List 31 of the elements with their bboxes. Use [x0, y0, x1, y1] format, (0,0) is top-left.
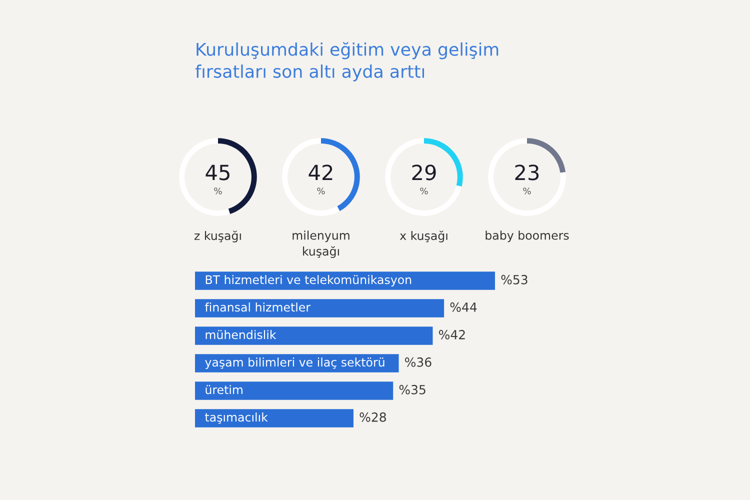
text: 23 %: [515, 164, 539, 194]
data-label: %53: [501, 274, 528, 284]
y-tick-label: taşımacılık: [205, 412, 268, 424]
donut-slice: [282, 138, 340, 216]
data-label: %44: [450, 302, 477, 312]
y-tick-label: mühendislik: [206, 330, 276, 340]
data-label: %35: [399, 384, 426, 394]
data-label: %28: [360, 412, 386, 422]
donut-slice: [488, 138, 566, 216]
text: 29 %: [412, 164, 436, 194]
y-tick-label: üretim: [206, 385, 242, 394]
bar: [195, 409, 354, 428]
text: z kuşağı: [194, 230, 241, 242]
bar: [195, 354, 399, 372]
data-label: %36: [405, 357, 432, 367]
text: milenyum kuşağı: [292, 230, 350, 258]
y-tick-label: finansal hizmetler: [204, 302, 311, 312]
donut-slice: [385, 138, 462, 216]
bar: [195, 299, 444, 318]
bar: [195, 272, 495, 290]
text: 45 %: [206, 164, 230, 194]
donut-slice: [179, 138, 230, 216]
y-tick-label: BT hizmetleri ve telekomünikasyon: [206, 275, 412, 286]
text: Kuruluşumdaki eğitim veya gelişim fırsatları son altı ayda arttı: [195, 42, 498, 82]
text: baby boomers: [486, 230, 569, 242]
text: x kuşağı: [400, 230, 448, 242]
bar: [195, 382, 394, 400]
y-tick-label: yaşam bilimleri ve ilaç sektörü: [205, 358, 384, 369]
data-label: %42: [438, 330, 465, 340]
text: 42 %: [308, 164, 332, 194]
bar: [195, 326, 433, 345]
